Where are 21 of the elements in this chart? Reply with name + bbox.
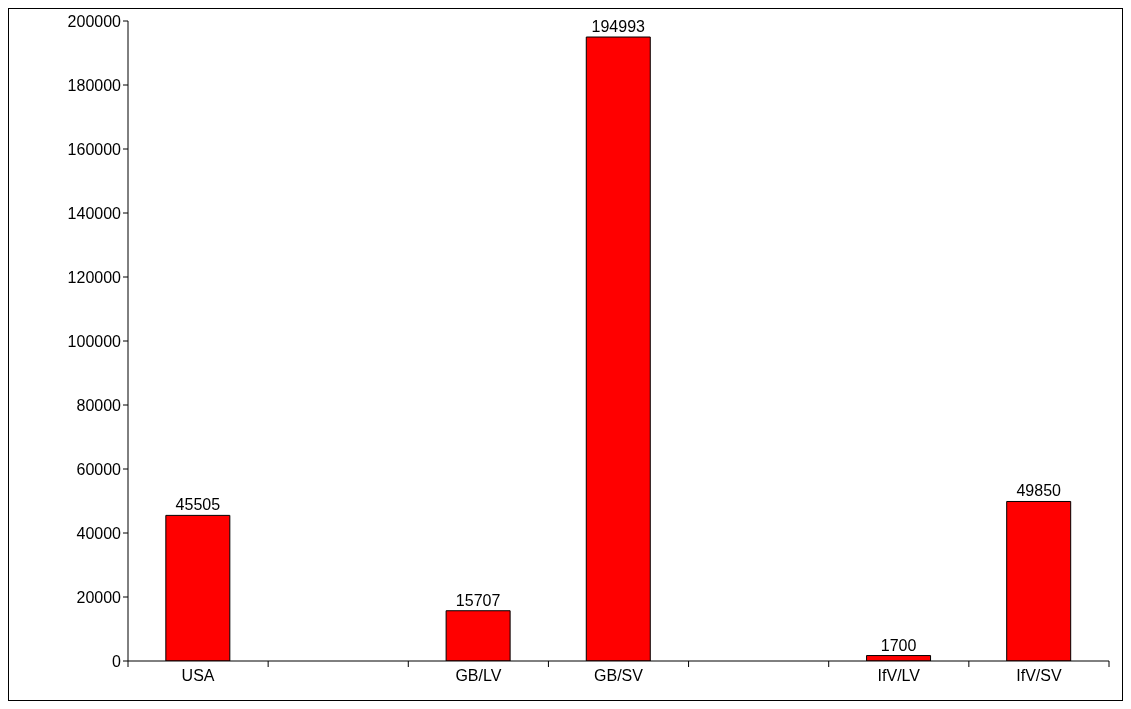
y-tick-label: 40000 (76, 524, 122, 542)
y-tick-label: 160000 (67, 140, 122, 158)
y-tick-label: 20000 (76, 588, 122, 606)
y-tick-label: 80000 (76, 396, 122, 414)
y-tick-label: 140000 (67, 204, 122, 222)
data-label: 49850 (1016, 482, 1062, 500)
y-tick-label: 180000 (67, 76, 122, 94)
x-tick-label: IfV/LV (877, 667, 921, 684)
y-tick-label: 0 (112, 652, 122, 670)
data-label: 194993 (591, 18, 646, 36)
x-tick-label: IfV/SV (1016, 667, 1062, 684)
y-tick-label: 120000 (67, 268, 122, 286)
y-tick-label: 60000 (76, 460, 122, 478)
x-tick-label: USA (181, 667, 215, 684)
y-tick-label: 100000 (67, 332, 122, 350)
x-tick-label: GB/SV (594, 667, 644, 684)
x-tick-label: GB/LV (455, 667, 502, 684)
data-label: 45505 (175, 496, 221, 514)
data-label: 15707 (455, 591, 501, 609)
data-label: 1700 (880, 636, 917, 654)
y-tick-label: 200000 (67, 12, 122, 30)
